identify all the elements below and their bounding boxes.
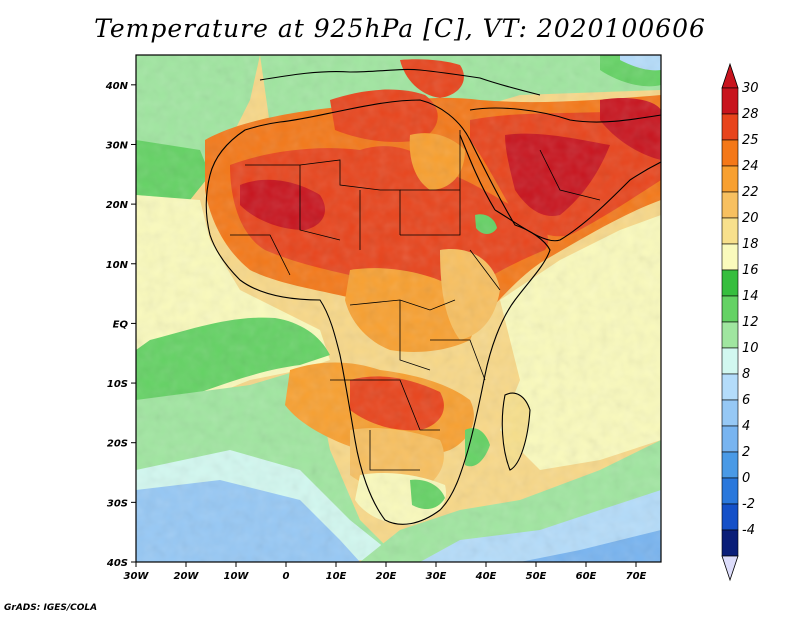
colorbar-label: 16 [742,263,759,278]
lat-tick-label: 20S [107,439,128,450]
temperature-field [136,55,661,562]
lat-tick-label: 40S [106,558,128,569]
colorbar-swatch [721,451,739,479]
lon-tick-label: 30E [426,571,447,582]
lat-tick-label: 30S [107,498,128,509]
colorbar-swatch [721,269,739,297]
axis-ticks: 30W 20W 10W 0 10E 20E 30E 40E 50E 60E 70E 40N 30N 20N… [105,81,647,582]
lat-tick-label: 20N [106,200,129,211]
lon-tick-label: 50E [526,571,547,582]
lon-tick-label: 40E [475,571,497,582]
colorbar-label: 6 [742,393,750,408]
map-frame [135,54,662,563]
lat-tick-label: 10S [107,379,128,390]
lat-tick-label: 40N [105,81,129,92]
colorbar-label: 14 [742,289,759,304]
colorbar-label: 2 [742,445,750,460]
colorbar-label: 25 [742,133,759,148]
colorbar-label: -4 [742,523,755,538]
colorbar-swatch [721,139,739,167]
border-line [349,299,456,311]
colorbar-swatch [721,191,739,219]
colorbar-top-cap [721,62,739,89]
colorbar-swatch [721,529,739,557]
colorbar-label: 8 [742,367,750,382]
lon-tick-label: 20E [376,571,397,582]
border-line [299,165,341,241]
colorbar-label: 30 [742,81,759,96]
colorbar-swatch [721,373,739,401]
lon-tick-label: 10E [326,571,347,582]
colorbar-label: -2 [742,497,755,512]
coastline-madagascar [501,392,531,471]
coastline-arabia [469,107,661,242]
colorbar-label: 10 [742,341,759,356]
colorbar-swatch [721,347,739,375]
coastline-africa [205,99,551,525]
colorbar-swatch [721,87,739,115]
coastlines [205,68,661,525]
colorbar-bottom-cap [721,555,739,582]
colorbar-swatch [721,477,739,505]
colorbar-swatch [721,295,739,323]
colorbar-swatch [721,113,739,141]
colorbar-label: 18 [742,237,759,252]
border-line [330,379,440,431]
lat-tick-label: EQ [113,319,129,330]
colorbar-label: 4 [742,419,750,434]
lon-tick-label: 60E [576,571,597,582]
border-line [399,300,431,371]
colorbar-swatch [721,217,739,245]
border-line [539,149,601,201]
lon-tick-label: 30W [124,571,150,582]
colorbar-swatch [721,243,739,271]
colorbar-label: 28 [742,107,759,122]
colorbar-swatch [721,503,739,531]
colorbar-label: 20 [742,211,759,226]
lat-tick-label: 10N [106,260,129,271]
colorbar-swatch [721,399,739,427]
border-line [400,190,461,236]
colorbar-label: 24 [742,159,759,174]
map-title: Temperature at 925hPa [C], VT: 202010060… [94,14,706,43]
lon-tick-label: 10W [224,571,250,582]
colorbar-label: 22 [742,185,759,200]
borders [230,130,601,471]
lon-tick-label: 0 [283,571,290,582]
field-texture [136,55,661,562]
border-line [469,249,501,291]
colorbar-label: 0 [742,471,750,486]
lon-tick-label: 70E [626,571,647,582]
coastline-europe [259,68,541,96]
colorbar-label: 12 [742,315,759,330]
colorbar-swatch [721,165,739,193]
colorbar-swatch [721,321,739,349]
border-line [369,430,420,471]
coastline-red-sea [459,134,496,211]
grads-credit: GrADS: IGES/COLA [4,603,98,613]
colorbar-swatch [721,425,739,453]
lon-tick-label: 20W [174,571,200,582]
lat-tick-label: 30N [106,140,129,151]
border-line [430,339,486,381]
border-line [230,234,291,276]
